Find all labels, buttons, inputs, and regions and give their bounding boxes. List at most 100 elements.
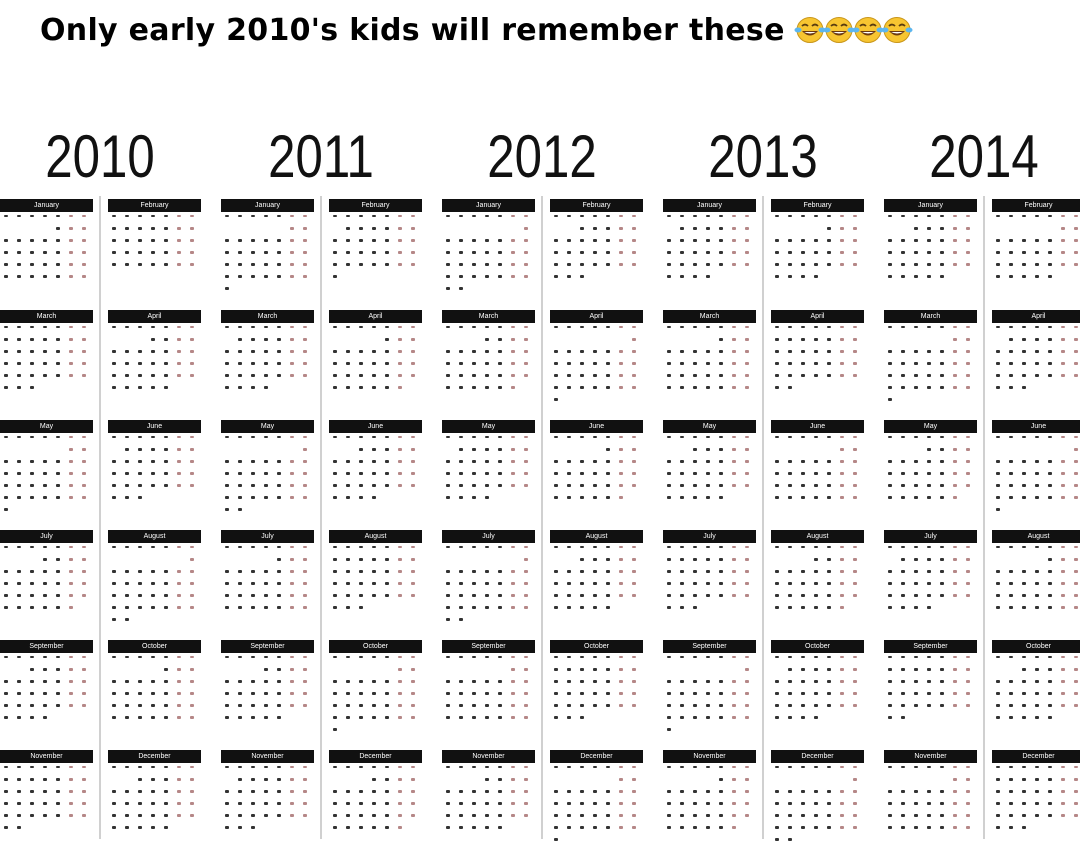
day-cell: [251, 350, 255, 353]
day-cell: [238, 374, 242, 377]
day-cell: [238, 716, 242, 719]
day-cell: [459, 484, 463, 487]
day-cell: [459, 386, 463, 389]
weekday-mark: [719, 766, 723, 768]
weekday-mark: [138, 436, 142, 438]
weekday-mark: [788, 546, 792, 548]
day-cell: [814, 582, 818, 585]
day-cell: [4, 374, 8, 377]
weekday-mark: [459, 215, 463, 217]
day-cell: [1061, 263, 1065, 266]
caption-text: Only early 2010's kids will remember the…: [40, 12, 785, 48]
day-cell: [398, 227, 402, 230]
day-cell: [619, 263, 623, 266]
day-cell: [346, 826, 350, 829]
month-name: July: [703, 533, 716, 540]
day-cell: [732, 484, 736, 487]
day-cell: [346, 716, 350, 719]
weekday-mark: [398, 436, 402, 438]
month-name: May: [39, 423, 54, 430]
day-cell: [43, 362, 47, 365]
day-cell: [680, 716, 684, 719]
day-cell: [82, 275, 86, 278]
weekday-mark: [940, 326, 944, 328]
day-cell: [346, 570, 350, 573]
day-cell: [4, 275, 8, 278]
day-cell: [151, 826, 155, 829]
weekday-mark: [1061, 326, 1065, 328]
day-cell: [190, 814, 194, 817]
day-cell: [333, 716, 337, 719]
weekday-mark: [827, 656, 831, 658]
day-cell: [1074, 239, 1078, 242]
day-cell: [138, 448, 142, 451]
day-cell: [940, 263, 944, 266]
day-cell: [801, 582, 805, 585]
weekday-mark: [398, 656, 402, 658]
month-name: May: [923, 423, 938, 430]
month-name: April: [1031, 313, 1046, 320]
weekday-mark: [554, 546, 558, 548]
day-cell: [411, 350, 415, 353]
day-cell: [56, 263, 60, 266]
day-cell: [290, 814, 294, 817]
day-cell: [69, 790, 73, 793]
day-cell: [411, 594, 415, 597]
day-cell: [1074, 472, 1078, 475]
day-cell: [966, 338, 970, 341]
day-cell: [164, 582, 168, 585]
day-cell: [359, 350, 363, 353]
day-cell: [164, 570, 168, 573]
weekday-mark: [112, 215, 116, 217]
day-cell: [498, 338, 502, 341]
day-cell: [732, 594, 736, 597]
day-cell: [372, 594, 376, 597]
face-with-tears-of-joy-icon: [794, 15, 826, 45]
day-cell: [290, 460, 294, 463]
day-cell: [56, 814, 60, 817]
day-cell: [788, 484, 792, 487]
day-cell: [264, 350, 268, 353]
weekday-mark: [567, 436, 571, 438]
day-cell: [398, 582, 402, 585]
weekday-mark: [346, 656, 350, 658]
day-cell: [498, 778, 502, 781]
day-cell: [940, 448, 944, 451]
day-cell: [264, 716, 268, 719]
day-cell: [277, 814, 281, 817]
weekday-mark: [385, 326, 389, 328]
day-cell: [593, 826, 597, 829]
day-cell: [164, 350, 168, 353]
month-june: June: [329, 420, 422, 520]
weekday-mark: [1022, 326, 1026, 328]
day-cell: [680, 606, 684, 609]
day-cell: [914, 239, 918, 242]
day-cell: [940, 362, 944, 365]
weekday-mark: [606, 656, 610, 658]
day-cell: [485, 704, 489, 707]
day-cell: [606, 460, 610, 463]
day-cell: [43, 472, 47, 475]
day-cell: [788, 716, 792, 719]
day-cell: [524, 570, 528, 573]
day-cell: [1035, 594, 1039, 597]
day-cell: [940, 275, 944, 278]
day-cell: [82, 227, 86, 230]
day-cell: [69, 496, 73, 499]
day-cell: [411, 778, 415, 781]
day-cell: [580, 826, 584, 829]
day-cell: [485, 814, 489, 817]
day-cell: [853, 814, 857, 817]
day-cell: [485, 362, 489, 365]
weekday-mark: [619, 436, 623, 438]
day-cell: [238, 508, 242, 511]
day-cell: [801, 594, 805, 597]
day-cell: [264, 362, 268, 365]
day-cell: [511, 716, 515, 719]
day-cell: [411, 448, 415, 451]
day-cell: [125, 790, 129, 793]
month-header: October: [771, 640, 864, 653]
day-cell: [953, 460, 957, 463]
day-cell: [251, 826, 255, 829]
month-october: October: [992, 640, 1080, 740]
